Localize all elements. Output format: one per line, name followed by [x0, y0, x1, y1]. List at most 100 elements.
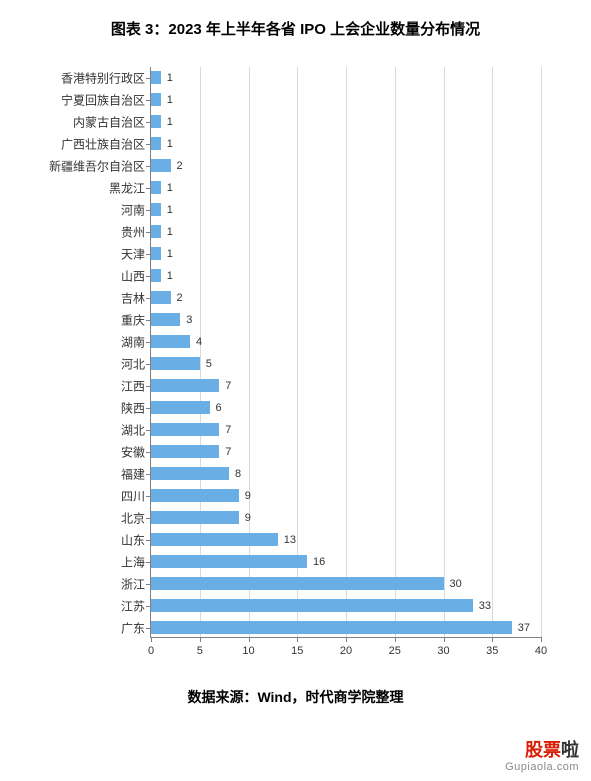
gridline [297, 67, 298, 637]
x-tick-label: 30 [437, 645, 449, 657]
bar-row: 7 [151, 445, 231, 458]
bar-row: 2 [151, 291, 183, 304]
bar-row: 37 [151, 621, 530, 634]
bar-value-label: 13 [284, 534, 296, 546]
bar-row: 1 [151, 181, 173, 194]
bar-value-label: 1 [167, 182, 173, 194]
bar [151, 445, 219, 458]
x-tick-label: 25 [389, 645, 401, 657]
watermark: 股票啦 Gupiaola.com [505, 741, 579, 773]
y-axis-label: 河北 [121, 355, 145, 372]
gridline [200, 67, 201, 637]
y-axis-label: 上海 [121, 553, 145, 570]
gridline [346, 67, 347, 637]
y-axis-label: 广西壮族自治区 [61, 135, 145, 152]
bar-row: 30 [151, 577, 462, 590]
bar-value-label: 1 [167, 204, 173, 216]
bar [151, 137, 161, 150]
x-tick-label: 40 [535, 645, 547, 657]
chart-title: 图表 3：2023 年上半年各省 IPO 上会企业数量分布情况 [0, 0, 591, 47]
x-tick-label: 0 [148, 645, 154, 657]
bar-row: 1 [151, 247, 173, 260]
y-axis-label: 新疆维吾尔自治区 [49, 157, 145, 174]
y-axis-label: 内蒙古自治区 [73, 113, 145, 130]
x-tick [200, 637, 201, 642]
bar-row: 4 [151, 335, 202, 348]
y-axis-label: 江苏 [121, 597, 145, 614]
y-axis-label: 广东 [121, 619, 145, 636]
bar-row: 1 [151, 93, 173, 106]
bar [151, 577, 444, 590]
y-axis-label: 安徽 [121, 443, 145, 460]
bar-value-label: 3 [186, 314, 192, 326]
bar [151, 621, 512, 634]
x-tick [444, 637, 445, 642]
y-axis-label: 黑龙江 [109, 179, 145, 196]
x-tick [492, 637, 493, 642]
y-axis-label: 山西 [121, 267, 145, 284]
bar [151, 225, 161, 238]
bar-value-label: 8 [235, 468, 241, 480]
x-tick [249, 637, 250, 642]
y-axis-label: 福建 [121, 465, 145, 482]
y-axis-label: 北京 [121, 509, 145, 526]
bar [151, 511, 239, 524]
bar-value-label: 1 [167, 94, 173, 106]
bar-row: 1 [151, 269, 173, 282]
bar-row: 1 [151, 225, 173, 238]
bar-row: 6 [151, 401, 222, 414]
bar [151, 335, 190, 348]
x-tick-label: 10 [242, 645, 254, 657]
bar-value-label: 2 [177, 292, 183, 304]
x-tick-label: 15 [291, 645, 303, 657]
bar [151, 489, 239, 502]
bar [151, 555, 307, 568]
bar-value-label: 4 [196, 336, 202, 348]
y-axis-label: 天津 [121, 245, 145, 262]
watermark-url: Gupiaola.com [505, 761, 579, 773]
bar-value-label: 1 [167, 116, 173, 128]
bar-value-label: 2 [177, 160, 183, 172]
bar [151, 423, 219, 436]
bar-row: 8 [151, 467, 241, 480]
bar [151, 203, 161, 216]
gridline [492, 67, 493, 637]
y-axis-label: 重庆 [121, 311, 145, 328]
x-tick-label: 35 [486, 645, 498, 657]
bar-value-label: 5 [206, 358, 212, 370]
bar-value-label: 1 [167, 248, 173, 260]
bar-row: 9 [151, 511, 251, 524]
x-tick [297, 637, 298, 642]
bar-value-label: 1 [167, 226, 173, 238]
x-tick-label: 5 [197, 645, 203, 657]
bar-value-label: 9 [245, 490, 251, 502]
bar-row: 5 [151, 357, 212, 370]
bar-row: 7 [151, 379, 231, 392]
bar-value-label: 1 [167, 270, 173, 282]
bar [151, 357, 200, 370]
x-tick-label: 20 [340, 645, 352, 657]
bar [151, 401, 210, 414]
bar-row: 9 [151, 489, 251, 502]
bar-value-label: 7 [225, 424, 231, 436]
y-axis-label: 浙江 [121, 575, 145, 592]
gridline [444, 67, 445, 637]
bar [151, 115, 161, 128]
y-axis-label: 陕西 [121, 399, 145, 416]
bar [151, 599, 473, 612]
bar-row: 13 [151, 533, 296, 546]
bar [151, 379, 219, 392]
x-tick [151, 637, 152, 642]
bar-row: 1 [151, 115, 173, 128]
bar-row: 1 [151, 203, 173, 216]
bar [151, 291, 171, 304]
bar-value-label: 30 [450, 578, 462, 590]
bar-value-label: 7 [225, 446, 231, 458]
gridline [249, 67, 250, 637]
bar [151, 313, 180, 326]
bar [151, 269, 161, 282]
bar-row: 7 [151, 423, 231, 436]
y-axis-label: 江西 [121, 377, 145, 394]
bar-value-label: 1 [167, 138, 173, 150]
y-axis-label: 香港特别行政区 [61, 69, 145, 86]
